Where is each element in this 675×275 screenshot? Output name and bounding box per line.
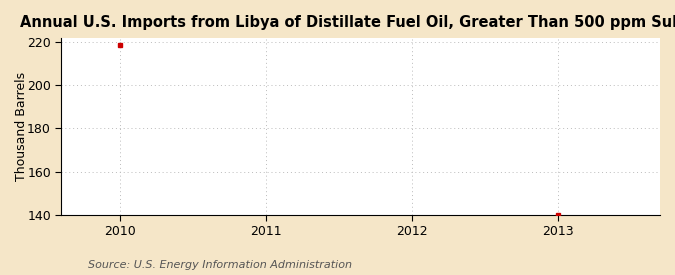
Text: Source: U.S. Energy Information Administration: Source: U.S. Energy Information Administ… xyxy=(88,260,352,270)
Title: Annual U.S. Imports from Libya of Distillate Fuel Oil, Greater Than 500 ppm Sulf: Annual U.S. Imports from Libya of Distil… xyxy=(20,15,675,30)
Y-axis label: Thousand Barrels: Thousand Barrels xyxy=(15,72,28,181)
